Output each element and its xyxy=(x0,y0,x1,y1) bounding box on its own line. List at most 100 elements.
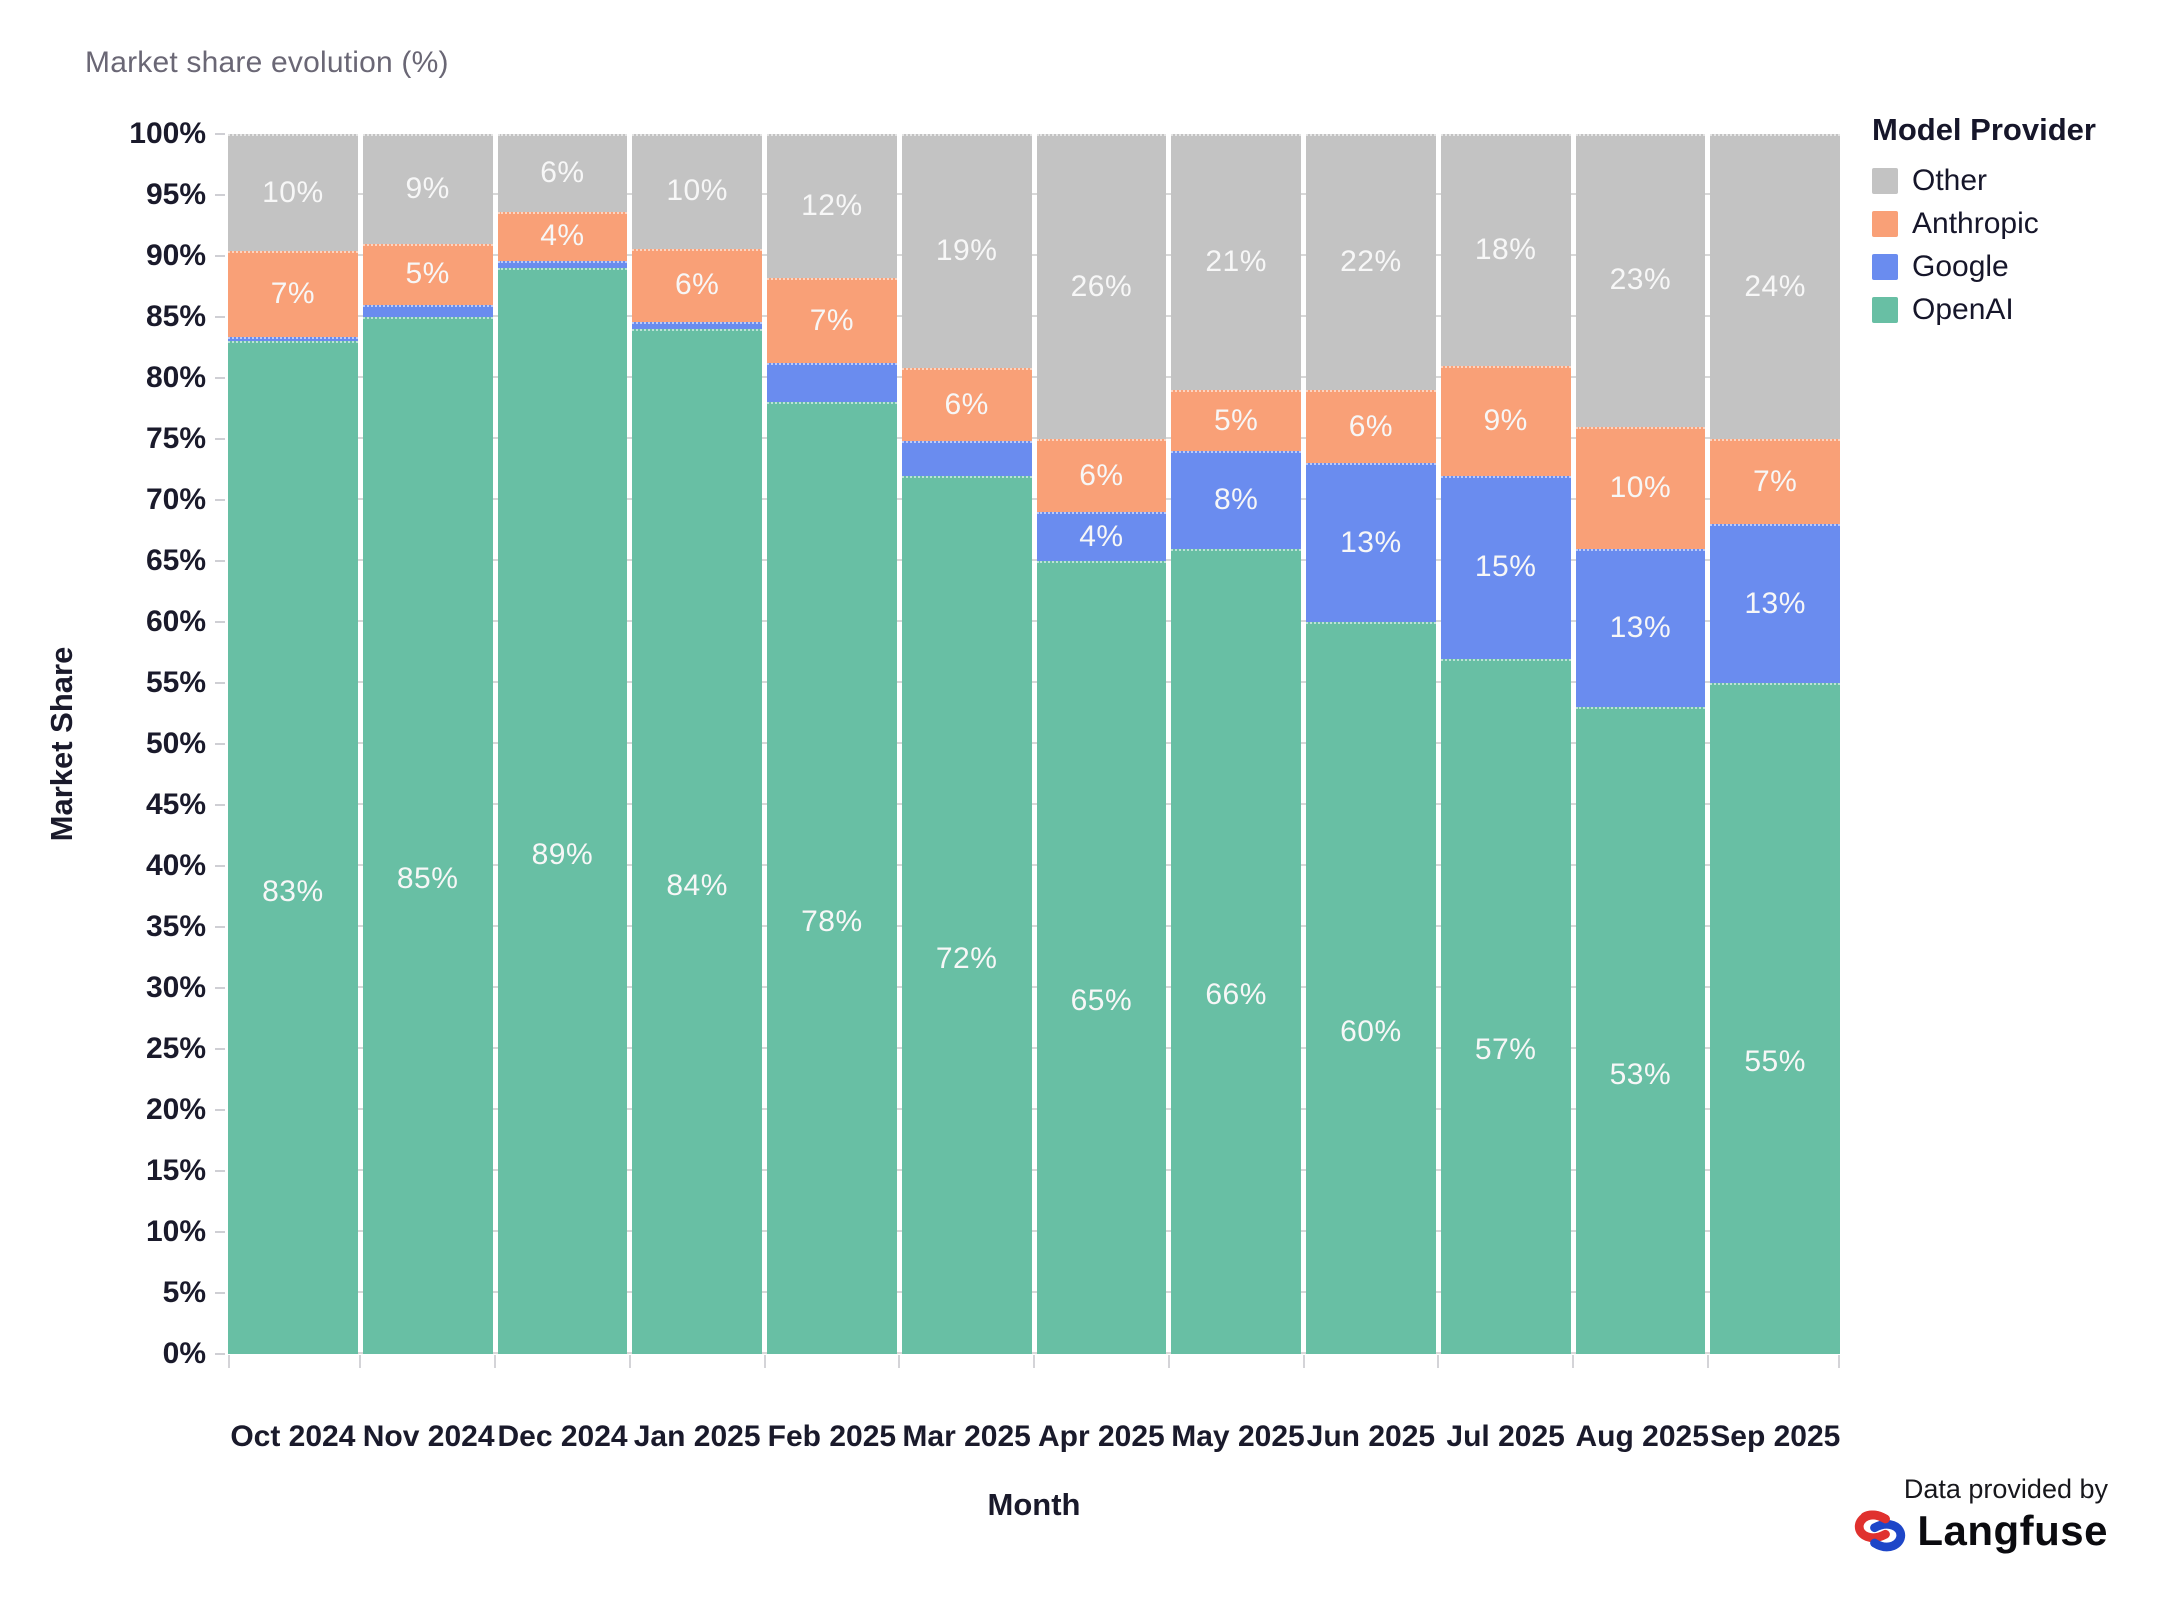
x-tick-mark xyxy=(763,1355,766,1368)
y-tick-mark xyxy=(215,1353,225,1355)
legend-item-openai[interactable]: OpenAI xyxy=(1872,293,2096,327)
x-tick-label-aug-2025: Aug 2025 xyxy=(1575,1420,1709,1453)
segment-openai-aug-2025: 53% xyxy=(1575,707,1706,1354)
segment-anthropic-jan-2025: 6% xyxy=(632,248,762,322)
segment-value-label: 6% xyxy=(674,268,720,302)
x-axis-label: Month xyxy=(987,1487,1081,1522)
segment-value-label: 6% xyxy=(540,156,585,190)
y-tick-mark xyxy=(215,499,225,501)
segment-value-label: 10% xyxy=(666,174,728,208)
segment-value-label: 57% xyxy=(1474,1033,1537,1067)
segment-openai-mar-2025: 72% xyxy=(901,475,1032,1354)
segment-value-label: 21% xyxy=(1205,245,1267,279)
segment-openai-jul-2025: 57% xyxy=(1440,658,1571,1354)
segment-google-aug-2025: 13% xyxy=(1575,548,1706,708)
y-tick-mark xyxy=(215,743,225,745)
y-tick-label-5: 5% xyxy=(162,1276,206,1309)
segment-google-apr-2025: 4% xyxy=(1036,512,1167,561)
segment-value-label: 10% xyxy=(1609,470,1672,504)
y-tick-mark xyxy=(215,133,225,135)
x-tick-label-jan-2025: Jan 2025 xyxy=(633,1420,761,1453)
bar-jan-2025: 10% 6% 84% xyxy=(632,134,762,1354)
x-tick-mark xyxy=(1167,1355,1170,1368)
segment-anthropic-may-2025: 5% xyxy=(1171,390,1301,452)
attribution: Data provided by Langfuse xyxy=(1853,1474,2108,1555)
legend-item-other[interactable]: Other xyxy=(1872,164,2096,198)
x-tick-mark xyxy=(1033,1355,1035,1368)
y-tick-label-35: 35% xyxy=(145,910,206,943)
segment-other-dec-2024: 6% xyxy=(497,134,628,213)
segment-google-mar-2025 xyxy=(901,441,1032,476)
y-tick-label-50: 50% xyxy=(145,727,206,760)
segment-other-aug-2025: 23% xyxy=(1575,134,1706,427)
segment-anthropic-sep-2025: 7% xyxy=(1710,439,1840,525)
x-tick-mark xyxy=(1838,1355,1840,1368)
y-tick-mark xyxy=(215,316,225,318)
langfuse-wordmark: Langfuse xyxy=(1917,1507,2108,1554)
bar-dec-2024: 6% 4% 89% xyxy=(497,134,628,1354)
segment-value-label: 60% xyxy=(1340,1014,1402,1048)
y-tick-label-70: 70% xyxy=(145,483,206,516)
y-tick-mark xyxy=(215,1048,225,1050)
y-tick-label-45: 45% xyxy=(145,788,206,821)
segment-value-label: 89% xyxy=(531,838,594,872)
segment-value-label: 24% xyxy=(1744,269,1806,303)
bar-may-2025: 21% 5% 8% 66% xyxy=(1171,134,1301,1354)
x-tick-label-sep-2025: Sep 2025 xyxy=(1710,1420,1841,1453)
segment-other-jan-2025: 10% xyxy=(632,134,762,249)
legend: Model Provider Other Anthropic Google OpenA… xyxy=(1872,112,2096,336)
y-tick-mark xyxy=(215,560,225,562)
x-tick-mark xyxy=(1572,1355,1574,1368)
segment-value-label: 8% xyxy=(1213,482,1259,516)
legend-item-anthropic[interactable]: Anthropic xyxy=(1872,207,2096,241)
x-tick-mark xyxy=(1302,1355,1305,1368)
y-tick-label-15: 15% xyxy=(145,1154,206,1187)
legend-label-anthropic: Anthropic xyxy=(1912,207,2039,240)
segment-openai-oct-2024: 83% xyxy=(228,341,358,1354)
x-tick-mark xyxy=(494,1355,496,1368)
segment-other-feb-2025: 12% xyxy=(767,134,897,278)
legend-swatch-openai xyxy=(1872,297,1898,323)
y-tick-label-40: 40% xyxy=(145,849,206,882)
segment-value-label: 78% xyxy=(801,905,863,939)
segment-value-label: 6% xyxy=(944,387,989,421)
segment-value-label: 18% xyxy=(1474,232,1537,266)
y-tick-mark xyxy=(215,194,225,196)
x-tick-label-feb-2025: Feb 2025 xyxy=(767,1420,897,1453)
y-tick-label-25: 25% xyxy=(145,1032,206,1065)
segment-value-label: 53% xyxy=(1609,1057,1672,1091)
segment-anthropic-nov-2024: 5% xyxy=(362,243,493,305)
legend-item-google[interactable]: Google xyxy=(1872,250,2096,284)
segment-other-sep-2025: 24% xyxy=(1710,134,1840,439)
x-tick-label-oct-2024: Oct 2024 xyxy=(230,1420,356,1453)
segment-value-label: 85% xyxy=(396,862,459,896)
segment-value-label: 5% xyxy=(405,257,450,291)
segment-value-label: 26% xyxy=(1070,269,1133,303)
segment-value-label: 5% xyxy=(1213,403,1259,437)
segment-value-label: 6% xyxy=(1348,409,1394,443)
segment-anthropic-oct-2024: 7% xyxy=(228,251,358,337)
y-tick-mark xyxy=(215,987,225,989)
legend-label-google: Google xyxy=(1912,250,2009,283)
x-tick-mark xyxy=(1437,1355,1440,1368)
bar-oct-2024: 10% 7% 83% xyxy=(228,134,358,1354)
y-tick-mark xyxy=(215,1109,225,1111)
bar-apr-2025: 26% 6% 4% 65% xyxy=(1036,134,1167,1354)
legend-label-other: Other xyxy=(1912,164,1988,197)
segment-openai-apr-2025: 65% xyxy=(1036,560,1167,1354)
legend-swatch-google xyxy=(1872,254,1898,280)
x-tick-label-jul-2025: Jul 2025 xyxy=(1446,1420,1565,1453)
segment-value-label: 12% xyxy=(801,188,863,222)
y-tick-mark xyxy=(215,255,225,257)
bar-sep-2025: 24% 7% 13% 55% xyxy=(1710,134,1840,1354)
segment-google-may-2025: 8% xyxy=(1171,451,1301,549)
segment-value-label: 7% xyxy=(270,276,316,310)
y-tick-label-55: 55% xyxy=(145,666,206,699)
y-tick-label-20: 20% xyxy=(145,1093,206,1126)
segment-anthropic-jun-2025: 6% xyxy=(1306,390,1436,464)
bar-nov-2024: 9% 5% 85% xyxy=(362,134,493,1354)
y-tick-label-85: 85% xyxy=(145,300,206,333)
x-tick-mark xyxy=(359,1355,362,1368)
segment-value-label: 9% xyxy=(405,171,450,205)
